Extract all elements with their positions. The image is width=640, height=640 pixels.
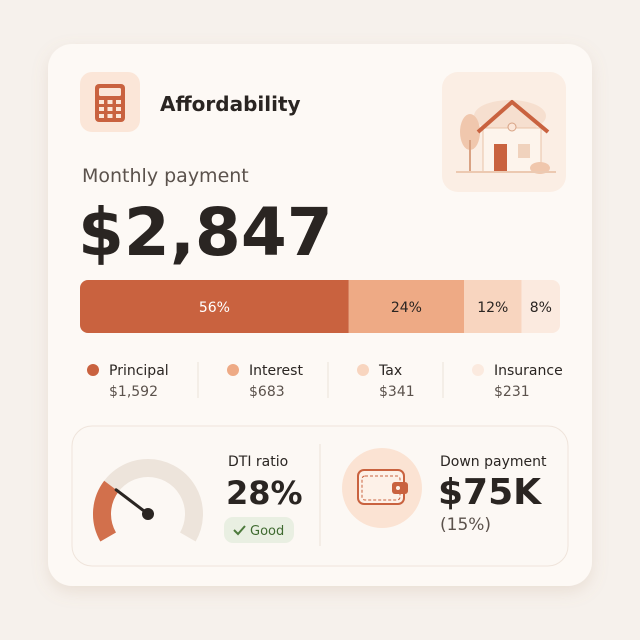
legend-dot [472, 364, 484, 376]
payment-amount: $2,847 [78, 194, 333, 271]
status-text: Good [250, 524, 284, 539]
legend-amount: $683 [249, 384, 285, 400]
legend-name: Insurance [494, 363, 563, 379]
segment-label: 12% [477, 300, 508, 316]
legend-amount: $1,592 [109, 384, 158, 400]
segment-label: 8% [530, 300, 552, 316]
segment-label: 56% [199, 300, 230, 316]
gauge-fill [93, 480, 119, 542]
house-illustration [442, 72, 566, 192]
down-payment-amount: $75K [438, 472, 542, 513]
breakdown-legend: Principal $1,592 Interest $683 Tax $341 Insura… [87, 362, 563, 400]
gauge-needle [114, 488, 150, 516]
legend-name: Tax [378, 363, 402, 379]
payment-label: Monthly payment [82, 165, 249, 187]
legend-name: Interest [249, 363, 303, 379]
legend-dot [87, 364, 99, 376]
title: Affordability [160, 92, 301, 116]
dti-value: 28% [226, 474, 303, 512]
legend-amount: $341 [379, 384, 415, 400]
status-badge: Good [224, 517, 294, 543]
legend-name: Principal [109, 363, 169, 379]
legend-amount: $231 [494, 384, 530, 400]
payment-breakdown-bar: 56% 24% 12% 8% [80, 280, 560, 333]
legend-dot [227, 364, 239, 376]
down-payment-label: Down payment [440, 454, 547, 470]
legend-dot [357, 364, 369, 376]
calculator-icon [80, 72, 140, 132]
bar-segment [521, 280, 560, 333]
bar-segment [464, 280, 522, 333]
bar-segment [80, 280, 349, 333]
dti-gauge [93, 459, 203, 542]
gauge-hub [142, 508, 154, 520]
wallet-icon [342, 448, 422, 528]
dti-label: DTI ratio [228, 454, 288, 470]
bar-segment [348, 280, 464, 333]
down-payment-percent: (15%) [440, 515, 491, 535]
segment-label: 24% [391, 300, 422, 316]
